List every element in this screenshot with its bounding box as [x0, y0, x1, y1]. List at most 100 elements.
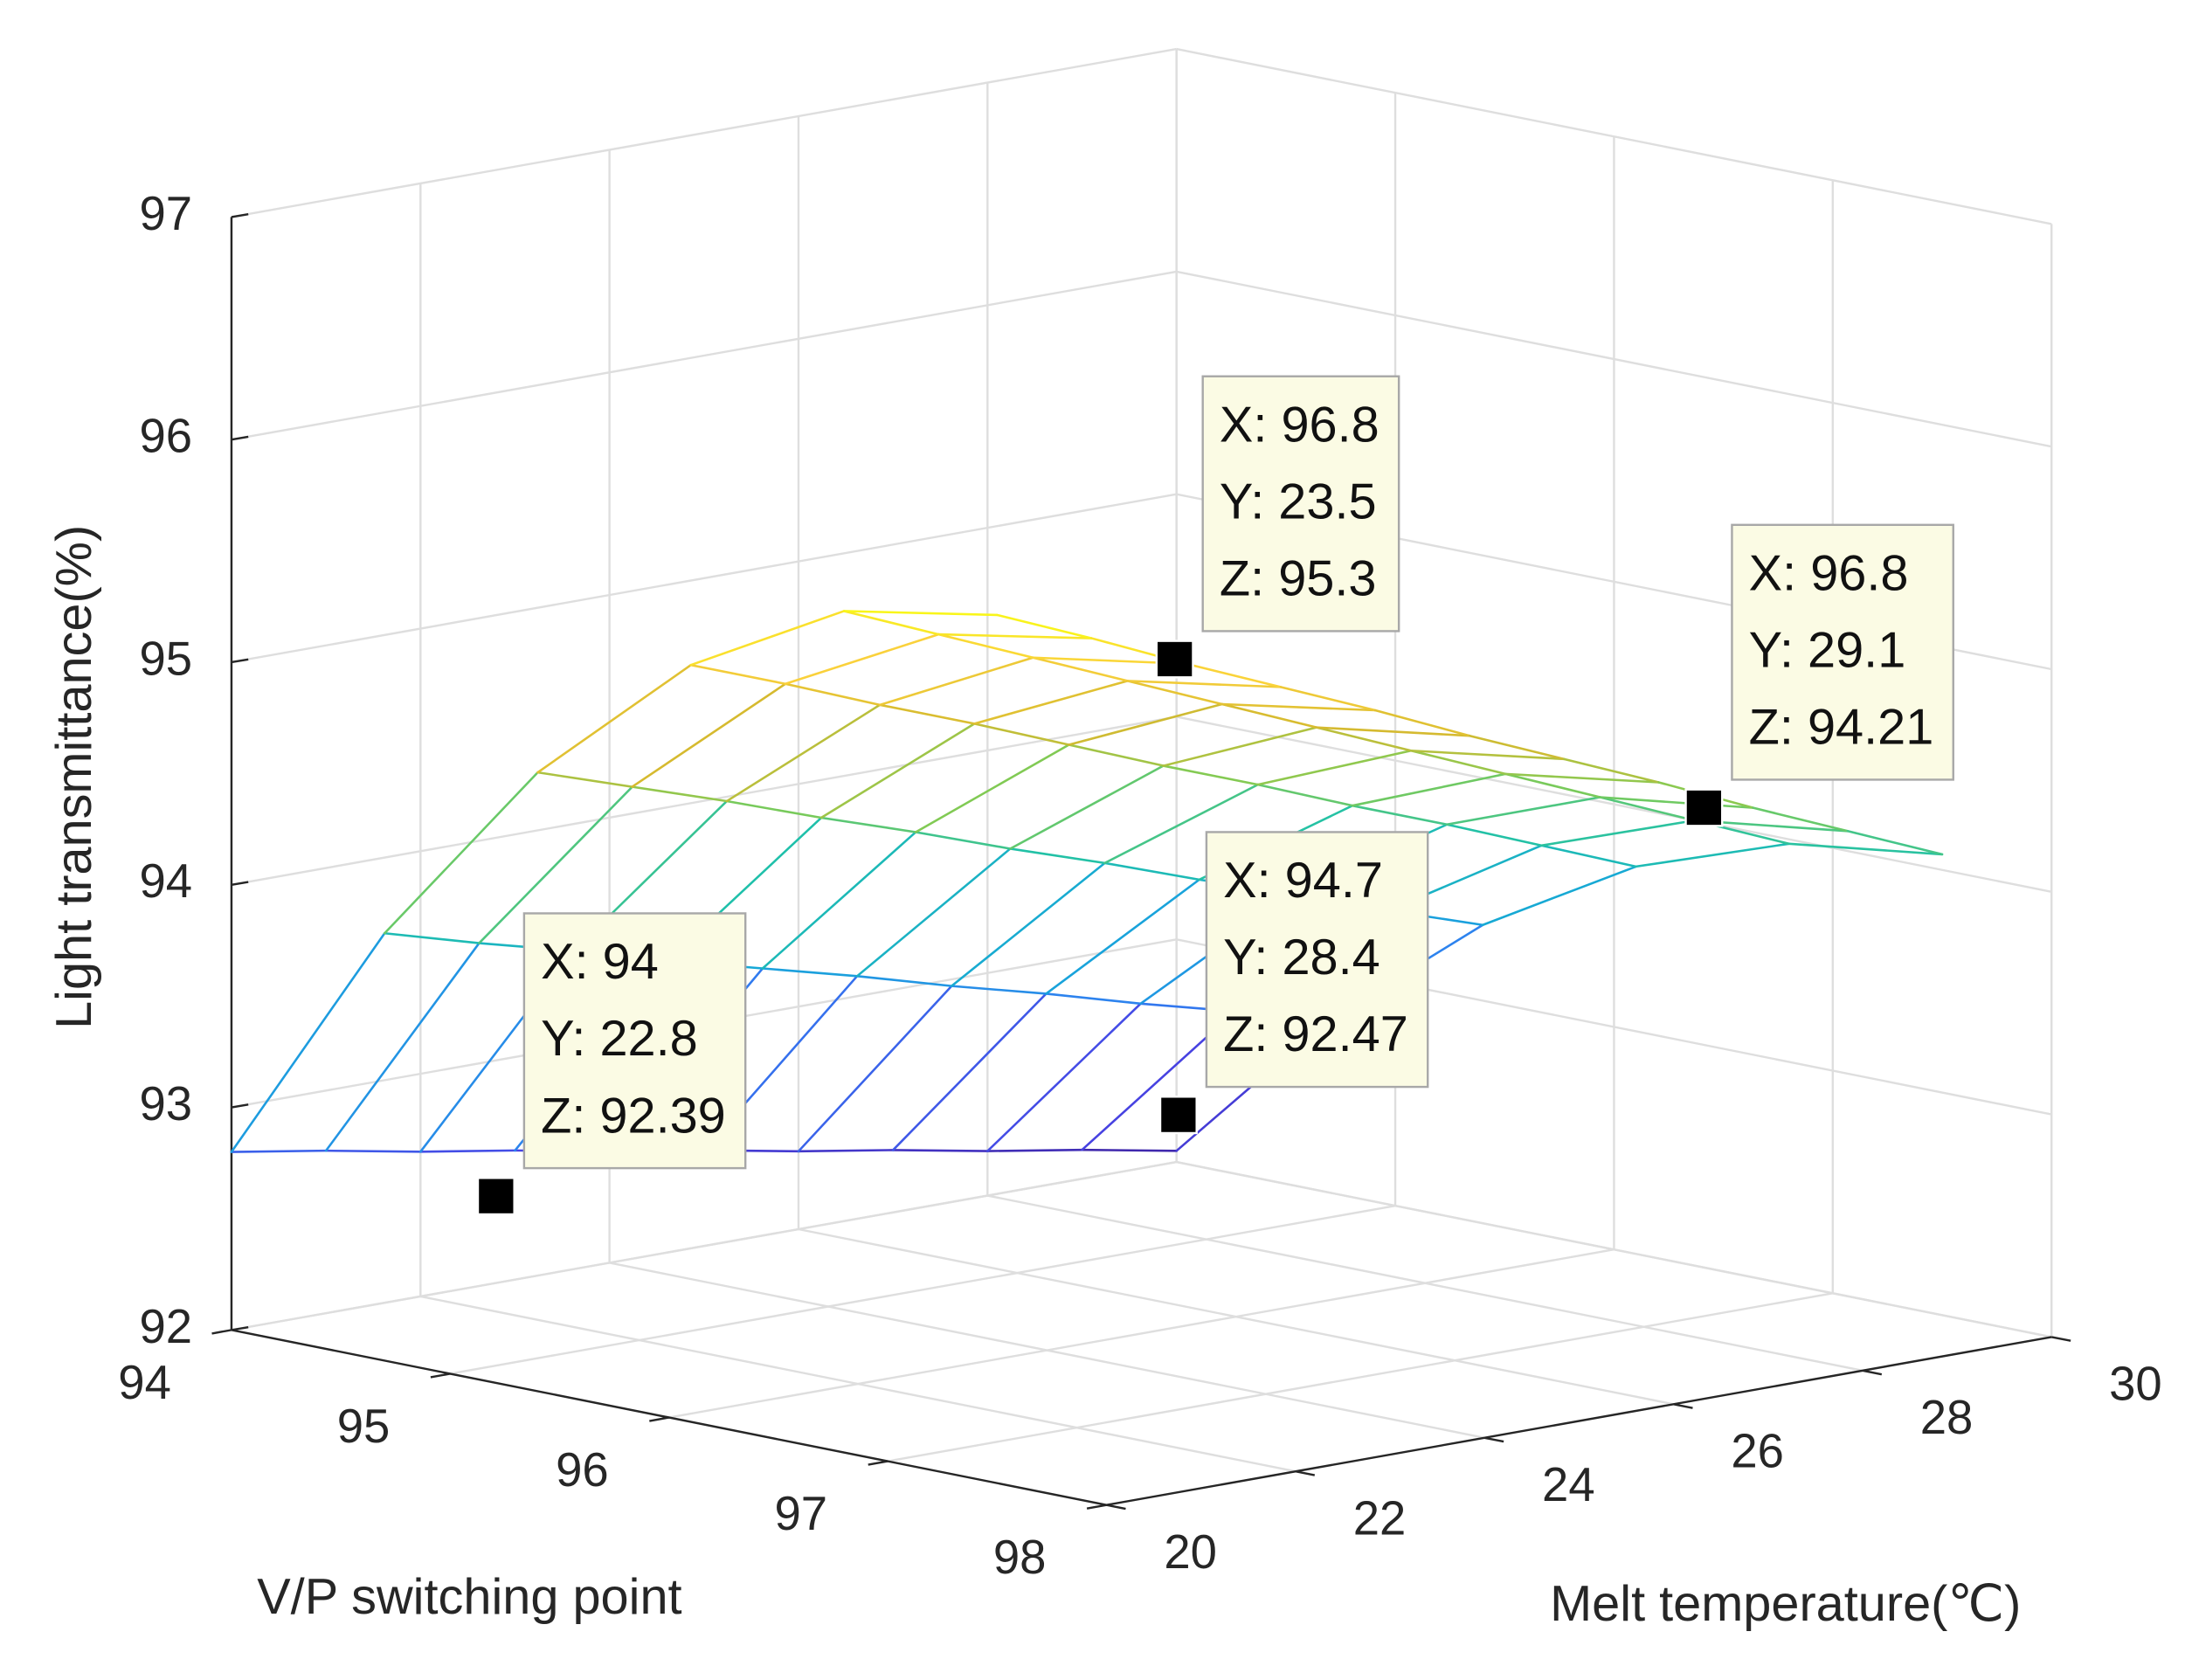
mesh-line [1068, 702, 1224, 746]
z-tick-label: 94 [139, 854, 192, 908]
mesh-line [478, 785, 633, 944]
datatip-label: Z: 95.3 [1220, 551, 1377, 607]
mesh-line [1846, 830, 1944, 856]
mesh-line [1162, 726, 1318, 767]
x-tick-label: 96 [556, 1443, 609, 1497]
datatip-box [522, 912, 747, 1170]
datatips: X: 94 Y: 22.8 Z: 92.39 X: 96.8 Y: 23.5 Z: 95.… [476, 375, 1954, 1216]
mesh-line [689, 663, 787, 686]
datatip-label: X: 94.7 [1223, 853, 1383, 909]
mesh-line [950, 985, 1048, 995]
datatip-label: Z: 94.21 [1749, 700, 1934, 756]
mesh-line [761, 967, 859, 978]
z-tick [231, 435, 249, 441]
datatip-label: X: 96.8 [1220, 397, 1379, 453]
mesh-line [1220, 702, 1377, 712]
x-tick-label: 98 [993, 1531, 1047, 1584]
mesh-line [631, 682, 787, 788]
mesh-line [1068, 743, 1165, 767]
mesh-line [1256, 783, 1354, 807]
z-axis-label: Light transmittance(%) [46, 525, 102, 1029]
mesh-line [1315, 726, 1471, 737]
mesh-line [1468, 734, 1566, 761]
datatip-marker [1155, 640, 1194, 679]
mesh-line [842, 610, 999, 617]
x-tick [649, 1416, 669, 1422]
grid-line [231, 47, 1177, 218]
datatip-label: Y: 23.5 [1220, 474, 1377, 529]
datatip-label: Y: 28.4 [1223, 930, 1380, 985]
y-tick-label: 20 [1164, 1525, 1217, 1579]
datatip: X: 96.8 Y: 29.1 Z: 94.21 [1684, 523, 1954, 827]
x-tick-label: 95 [337, 1400, 391, 1453]
mesh-line [1563, 757, 1660, 784]
x-tick [868, 1460, 889, 1466]
mesh-line [1162, 764, 1260, 786]
y-tick [1673, 1403, 1693, 1409]
mesh-line [996, 613, 1093, 640]
mesh-line [1409, 749, 1507, 776]
mesh-line [1787, 842, 1944, 856]
mesh-line [1126, 680, 1224, 706]
mesh-line [725, 799, 823, 819]
mesh-line [842, 610, 940, 636]
grid-line [231, 493, 1177, 664]
datatip-box [1201, 375, 1400, 633]
mesh-line [1540, 844, 1637, 868]
mesh-line [1635, 842, 1791, 868]
datatip: X: 96.8 Y: 23.5 Z: 95.3 [1155, 375, 1400, 679]
mesh-line [1185, 662, 1283, 688]
mesh-line [1126, 680, 1283, 688]
z-tick [231, 881, 249, 886]
mesh-line [855, 975, 953, 987]
mesh-line [1599, 796, 1754, 809]
mesh-line [1009, 847, 1106, 865]
z-tick-label: 96 [139, 410, 192, 463]
mesh-line [1599, 796, 1696, 822]
mesh-line [891, 992, 1048, 1151]
mesh-line [1256, 749, 1413, 786]
mesh-line [1103, 783, 1260, 865]
mesh-line [819, 816, 917, 833]
mesh-line [1504, 772, 1660, 784]
datatip-marker [1158, 1096, 1198, 1135]
mesh-line [383, 931, 481, 944]
mesh-line [1315, 726, 1413, 752]
datatip-label: Z: 92.39 [541, 1088, 726, 1144]
datatip-label: X: 94 [541, 934, 659, 990]
datatip-label: X: 96.8 [1749, 545, 1909, 601]
mesh-line [797, 1149, 895, 1153]
y-tick-label: 26 [1731, 1424, 1784, 1477]
mesh-line [761, 831, 917, 970]
y-axis-label: Melt temperature(℃) [1550, 1576, 2021, 1632]
datatip-box [1731, 523, 1954, 781]
mesh-line [689, 610, 846, 667]
grid-line [887, 1292, 1834, 1462]
mesh-line [324, 942, 481, 1152]
mesh-line [1032, 656, 1129, 682]
z-tick-label: 93 [139, 1077, 192, 1130]
mesh-line [986, 1148, 1083, 1152]
mesh-line [1351, 804, 1449, 826]
mesh-line [1752, 806, 1850, 833]
grid-line [450, 1204, 1396, 1375]
z-tick-label: 95 [139, 632, 192, 685]
y-tick [2050, 1336, 2071, 1342]
mesh-line [797, 985, 953, 1153]
mesh-line [725, 703, 882, 803]
mesh-line [819, 722, 976, 819]
z-tick [231, 1325, 249, 1331]
mesh-line [1351, 772, 1507, 807]
y-tick [1295, 1470, 1316, 1476]
grid-line [231, 1160, 1177, 1331]
y-tick [1106, 1504, 1126, 1511]
mesh-line [1540, 819, 1696, 847]
mesh-line [1481, 865, 1637, 927]
mesh-line [937, 633, 1093, 640]
x-tick [211, 1329, 232, 1335]
x-tick-label: 97 [774, 1487, 827, 1540]
datatip-label: Z: 92.47 [1223, 1006, 1408, 1062]
grid-line [231, 716, 1177, 886]
grid-line [231, 270, 1177, 441]
